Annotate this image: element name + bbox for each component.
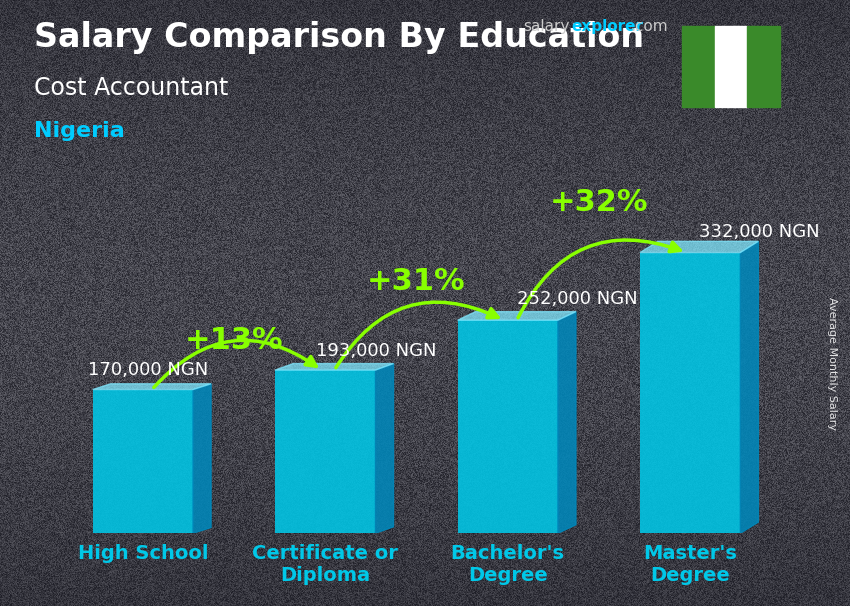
Bar	[640, 253, 740, 533]
Polygon shape	[193, 384, 211, 533]
Bar	[275, 370, 376, 533]
Text: +31%: +31%	[367, 267, 466, 296]
Bar	[747, 26, 780, 107]
Text: Cost Accountant: Cost Accountant	[34, 76, 229, 100]
Text: explorer: explorer	[571, 19, 643, 35]
Bar	[682, 26, 715, 107]
Bar	[93, 390, 193, 533]
Polygon shape	[640, 241, 758, 253]
FancyArrowPatch shape	[336, 302, 498, 368]
Bar	[457, 320, 558, 533]
FancyArrowPatch shape	[154, 341, 316, 387]
Polygon shape	[740, 241, 758, 533]
Polygon shape	[558, 311, 576, 533]
Text: Average Monthly Salary: Average Monthly Salary	[827, 297, 837, 430]
Polygon shape	[93, 384, 211, 390]
Bar	[715, 26, 747, 107]
Text: .com: .com	[631, 19, 668, 35]
Text: 252,000 NGN: 252,000 NGN	[517, 290, 638, 308]
Text: Salary Comparison By Education: Salary Comparison By Education	[34, 21, 644, 54]
Polygon shape	[376, 364, 394, 533]
Text: 332,000 NGN: 332,000 NGN	[700, 223, 820, 241]
Text: salary: salary	[523, 19, 570, 35]
Text: Nigeria: Nigeria	[34, 121, 125, 141]
Text: +13%: +13%	[184, 326, 283, 355]
Polygon shape	[457, 311, 576, 320]
Text: 170,000 NGN: 170,000 NGN	[88, 361, 208, 379]
Text: +32%: +32%	[550, 187, 649, 216]
Text: 193,000 NGN: 193,000 NGN	[316, 342, 437, 360]
FancyArrowPatch shape	[518, 240, 680, 318]
Polygon shape	[275, 364, 394, 370]
